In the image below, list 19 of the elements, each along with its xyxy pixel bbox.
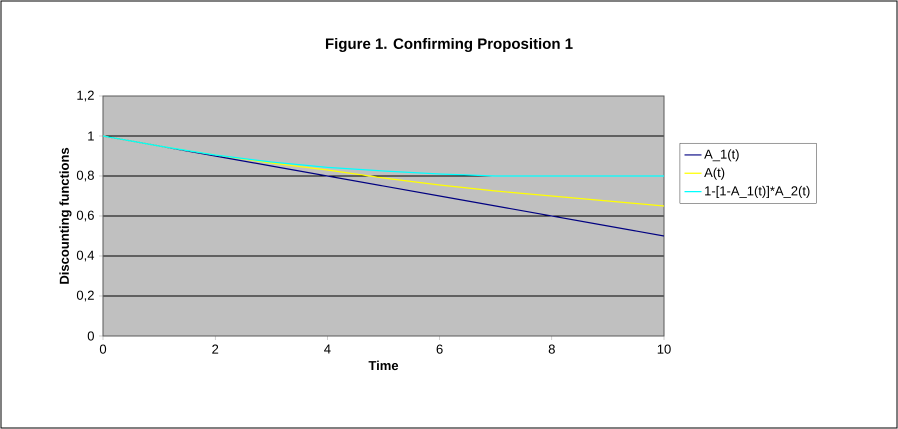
x-tick-label: 8 bbox=[548, 344, 555, 354]
y-tick-label: 0,6 bbox=[76, 210, 94, 222]
legend-label: 1-[1-A_1(t)]*A_2(t) bbox=[705, 186, 810, 198]
x-tick-label: 6 bbox=[436, 344, 443, 354]
y-tick-label: 0,2 bbox=[76, 290, 94, 302]
y-tick-label: 1 bbox=[88, 132, 94, 140]
legend-label: A_1(t) bbox=[704, 149, 739, 162]
legend-label: A(t) bbox=[704, 168, 724, 180]
chart-title: Figure 1. Confirming Proposition 1 bbox=[326, 38, 573, 52]
x-axis-title: Time bbox=[368, 360, 398, 370]
y-tick-label: 0,4 bbox=[76, 250, 94, 262]
x-tick-label: 0 bbox=[100, 344, 106, 354]
y-tick-label: 0 bbox=[88, 331, 94, 341]
y-tick-label: 1,2 bbox=[77, 90, 94, 102]
x-tick-label: 10 bbox=[658, 344, 671, 354]
y-axis-title: Discounting functions bbox=[59, 148, 72, 284]
y-tick-label: 0,8 bbox=[76, 170, 94, 182]
x-tick-label: 2 bbox=[212, 344, 218, 354]
x-tick-label: 4 bbox=[324, 344, 331, 354]
